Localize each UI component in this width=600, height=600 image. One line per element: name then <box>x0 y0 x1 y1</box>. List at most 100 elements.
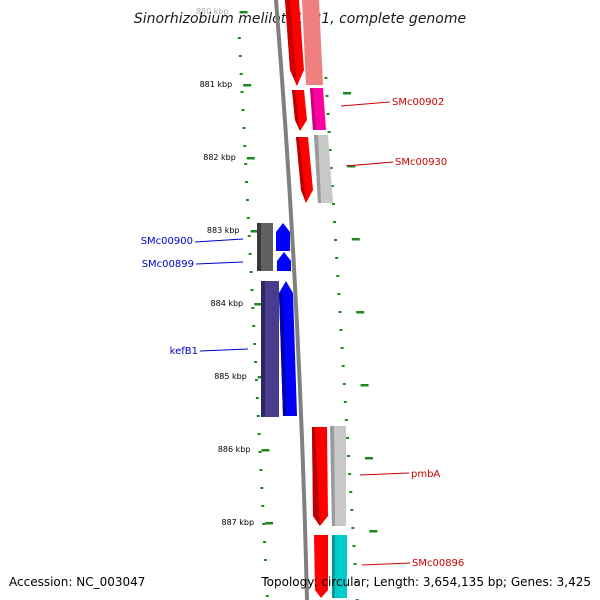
ruler-dot <box>247 235 251 237</box>
ruler-major-tick-right <box>356 311 365 314</box>
label-text-SMc00896[interactable]: SMc00896 <box>412 558 464 569</box>
ruler-tick-label: 886 kbp <box>218 445 251 454</box>
ruler-dot <box>245 199 249 201</box>
ruler-major-tick <box>254 303 263 306</box>
accession-text: Accession: NC_003047 <box>9 575 145 589</box>
ruler-dot <box>246 217 250 219</box>
reverse-gene-blue-2 <box>279 281 297 416</box>
ruler-dot <box>249 271 253 273</box>
ruler-dot <box>260 487 264 489</box>
ruler-dot <box>255 397 259 399</box>
ruler-ticks: 880 kbp 881 kbp 882 kbp 883 kbp 884 kbp 885 k… <box>196 7 378 533</box>
ruler-dot <box>253 343 257 345</box>
ruler-dot <box>350 509 354 511</box>
ruler-major-tick <box>261 449 270 452</box>
ruler-dot <box>326 113 330 115</box>
gene-kefB1 <box>261 281 279 417</box>
label-text-SMc00902[interactable]: SMc00902 <box>392 97 444 108</box>
ruler-dot <box>341 365 345 367</box>
ruler-dot <box>241 109 245 111</box>
gene-pmbA <box>330 426 346 526</box>
forward-gene-red-4 <box>312 427 328 526</box>
label-text-pmbA[interactable]: pmbA <box>411 469 440 480</box>
ruler-dot <box>348 473 352 475</box>
forward-gene-top-partial <box>285 0 323 86</box>
ruler-dot <box>349 491 353 493</box>
ruler-major-tick <box>246 157 255 160</box>
forward-gene-red-5 <box>314 535 328 598</box>
ruler-major-tick <box>239 11 248 14</box>
ruler-dots <box>237 37 359 600</box>
ruler-major-tick <box>243 84 252 87</box>
ruler-dot <box>254 379 258 381</box>
label-SMc00899[interactable]: SMc00899 <box>142 259 244 270</box>
ruler-dot <box>347 455 351 457</box>
ruler-major-tick-right <box>364 457 373 460</box>
ruler-dot <box>334 239 338 241</box>
label-text-kefB1[interactable]: kefB1 <box>170 346 198 357</box>
ruler-major-tick <box>265 522 274 525</box>
ruler-dot <box>351 527 355 529</box>
ruler-dot <box>242 127 246 129</box>
ruler-dot <box>237 37 241 39</box>
ruler-tick-label: 880 kbp <box>196 7 229 16</box>
forward-gene-red-3 <box>296 137 313 203</box>
ruler-dot <box>263 541 267 543</box>
ruler-dot <box>340 347 344 349</box>
ruler-dot <box>252 325 256 327</box>
gene-SMc00900 <box>257 223 273 271</box>
ruler-dot <box>244 163 248 165</box>
ruler-major-tick-right <box>369 530 378 533</box>
ruler-dot <box>335 257 339 259</box>
ruler-dot <box>239 73 243 75</box>
label-text-SMc00899[interactable]: SMc00899 <box>142 259 194 270</box>
ruler-dot <box>262 523 266 525</box>
ruler-dot <box>254 361 258 363</box>
label-SMc00902[interactable]: SMc00902 <box>340 97 444 108</box>
gene-SMc00896 <box>332 535 347 598</box>
ruler-dot <box>261 505 265 507</box>
ruler-dot <box>259 469 263 471</box>
ruler-dot <box>263 559 267 561</box>
ruler-dot <box>352 545 356 547</box>
ruler-dot <box>328 149 332 151</box>
ruler-dot <box>238 55 242 57</box>
gene-SMc00899 <box>277 252 291 271</box>
label-SMc00900[interactable]: SMc00900 <box>141 236 244 247</box>
ruler-major-tick <box>250 230 259 233</box>
ruler-dot <box>330 185 334 187</box>
gene-SMc00902 <box>310 88 326 130</box>
label-SMc00896[interactable]: SMc00896 <box>361 558 464 569</box>
genome-backbone <box>274 0 309 600</box>
forward-gene-red-2 <box>292 90 307 131</box>
ruler-dot <box>256 415 260 417</box>
ruler-tick-label: 884 kbp <box>211 299 244 308</box>
ruler-major-tick-right <box>347 165 356 168</box>
ruler-dot <box>240 91 244 93</box>
ruler-dot <box>329 167 333 169</box>
ruler-dot <box>344 419 348 421</box>
ruler-dot <box>333 221 337 223</box>
ruler-dot <box>243 145 247 147</box>
label-pmbA[interactable]: pmbA <box>359 469 440 480</box>
label-SMc00930[interactable]: SMc00930 <box>345 157 447 168</box>
ruler-dot <box>331 203 335 205</box>
ruler-dot <box>342 383 346 385</box>
ruler-dot <box>343 401 347 403</box>
label-text-SMc00930[interactable]: SMc00930 <box>395 157 447 168</box>
ruler-dot <box>265 595 269 597</box>
label-text-SMc00900[interactable]: SMc00900 <box>141 236 193 247</box>
ruler-dot <box>324 77 328 79</box>
ruler-tick-label: 882 kbp <box>203 153 236 162</box>
ruler-major-tick-right <box>360 384 369 387</box>
topology-text: Topology: circular; Length: 3,654,135 bp… <box>260 575 591 589</box>
reverse-gene-blue-1 <box>276 223 290 251</box>
gene-SMc00930 <box>314 135 333 203</box>
ruler-dot <box>248 253 252 255</box>
ruler-dot <box>345 437 349 439</box>
ruler-dot <box>250 289 254 291</box>
label-kefB1[interactable]: kefB1 <box>170 346 249 357</box>
ruler-dot <box>327 131 331 133</box>
